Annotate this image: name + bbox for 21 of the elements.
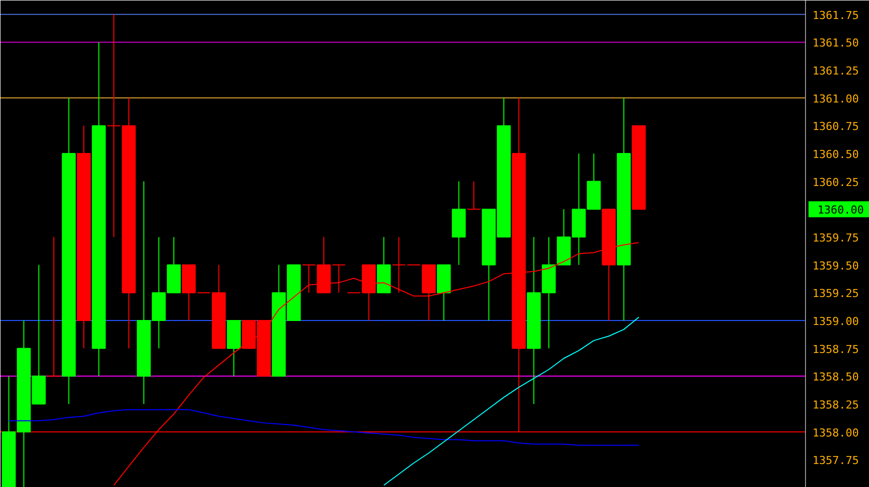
candlestick [466,180,481,210]
line-series [8,409,640,446]
y-tick-label: 1361.50 [812,36,859,50]
y-tick-label: 1361.00 [812,92,859,106]
y-tick-label: 1359.50 [812,259,859,272]
y-tick-label: 1360.25 [812,176,859,189]
text: 1360.00 [818,204,864,217]
y-tick-label: 1358.50 [812,370,859,384]
y-tick-label: 1359.75 [812,232,859,245]
y-tick-label: 1358.00 [812,426,859,440]
y-tick-label: 1360.75 [812,120,859,134]
y-tick-label: 1359.25 [812,287,859,300]
y-tick-label: 1361.75 [812,8,859,22]
line-series [383,316,640,486]
y-tick-label: 1358.25 [812,398,859,412]
y-tick-label: 1360.50 [812,148,859,162]
candlestick [46,236,61,377]
y-tick-label: 1357.75 [812,454,859,468]
y-tick-label: 1358.75 [812,342,859,356]
y-tick-label: 1359.00 [812,315,859,328]
y-tick-label: 1361.25 [812,64,859,78]
